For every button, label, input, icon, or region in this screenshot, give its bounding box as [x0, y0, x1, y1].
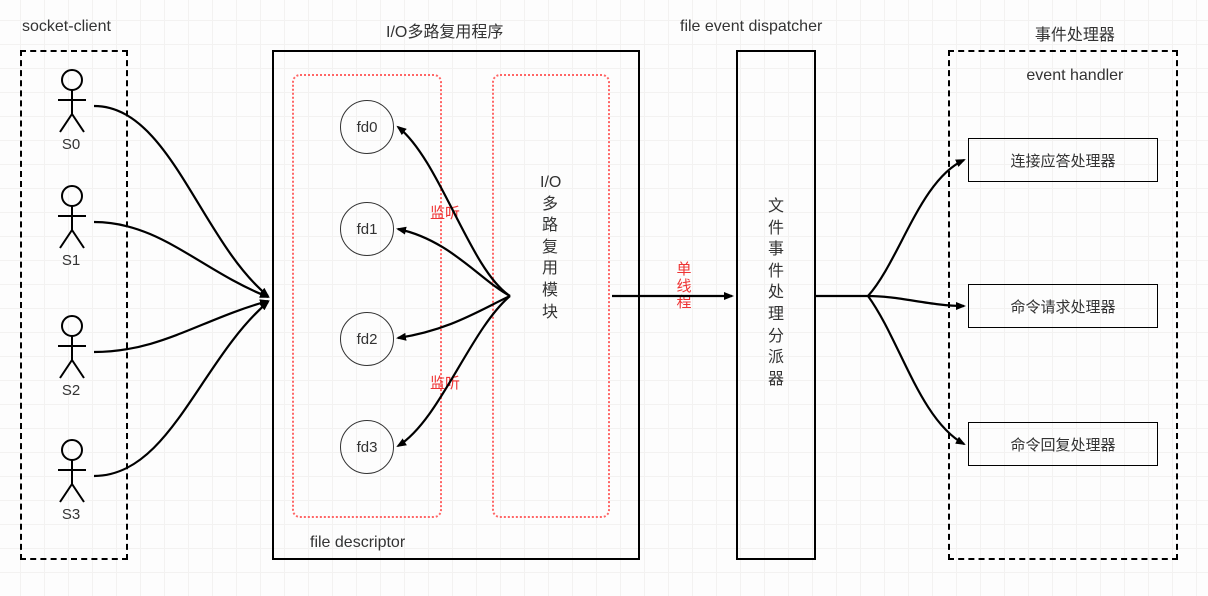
handler-connect-label: 连接应答处理器	[1010, 150, 1115, 171]
handler-reply-label: 命令回复处理器	[1010, 434, 1115, 455]
fd1-node: fd1	[340, 202, 394, 256]
client-s0-label: S0	[56, 136, 86, 153]
dispatcher-label: 文件事件处理分派器	[766, 196, 786, 390]
title-socket-client: socket-client	[22, 18, 111, 36]
title-file-event-dispatcher: file event dispatcher	[680, 18, 822, 36]
io-module-label: I/O多路复用模块	[540, 172, 560, 323]
listen-label-bottom: 监听	[430, 376, 460, 393]
title-event-handler-zh: 事件处理器	[1035, 27, 1115, 44]
client-s3-label: S3	[56, 506, 86, 523]
diagram-canvas: socket-client I/O多路复用程序 file event dispa…	[0, 0, 1208, 596]
handler-reply: 命令回复处理器	[968, 422, 1158, 466]
single-thread-label: 单线程	[675, 262, 693, 312]
fd2-label: fd2	[357, 331, 378, 348]
fd0-node: fd0	[340, 100, 394, 154]
fd0-label: fd0	[357, 119, 378, 136]
fd3-label: fd3	[357, 439, 378, 456]
fd2-node: fd2	[340, 312, 394, 366]
socket-client-panel	[20, 50, 128, 560]
fd3-node: fd3	[340, 420, 394, 474]
title-io-mux: I/O多路复用程序	[386, 18, 503, 42]
client-s2-label: S2	[56, 382, 86, 399]
fd1-label: fd1	[357, 221, 378, 238]
listen-label-top: 监听	[430, 206, 460, 223]
handler-request-label: 命令请求处理器	[1010, 296, 1115, 317]
handler-connect: 连接应答处理器	[968, 138, 1158, 182]
handler-request: 命令请求处理器	[968, 284, 1158, 328]
client-s1-label: S1	[56, 252, 86, 269]
